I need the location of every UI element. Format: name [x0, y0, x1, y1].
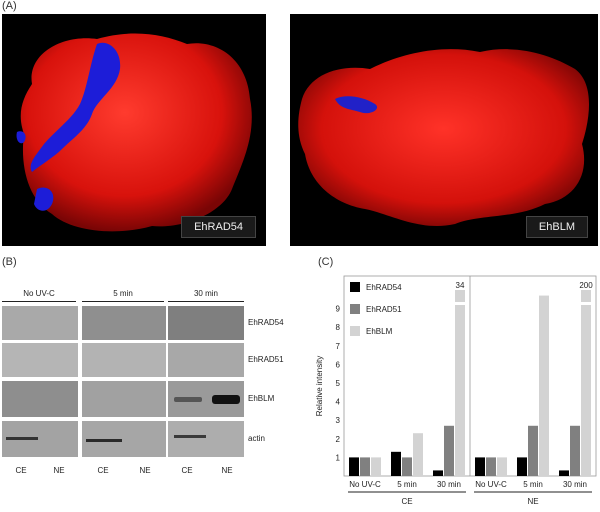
- bar-ehrad51: [360, 457, 370, 476]
- y-tick-label: 1: [336, 453, 341, 462]
- blot-row-actin: [2, 421, 244, 457]
- blot-block: [2, 343, 78, 377]
- bar-ehblm: [413, 433, 423, 476]
- ehblm-label: EhBLM: [525, 216, 588, 238]
- blot-block: [168, 421, 244, 457]
- condition-5min: 5 min: [113, 289, 133, 298]
- y-tick-label: 7: [336, 342, 341, 351]
- bar-ehrad51: [486, 457, 496, 476]
- row-label-ehblm: EhBLM: [248, 394, 275, 403]
- blot-block: [2, 381, 78, 417]
- panel-a-label: (A): [2, 0, 17, 12]
- y-tick-label: 8: [336, 323, 341, 332]
- bar-ehblm: [497, 457, 507, 476]
- bar-ehrad51: [444, 425, 454, 476]
- bar-ehrad54: [391, 451, 401, 476]
- bar-value-label: 34: [456, 281, 465, 290]
- legend-label-ehblm: EhBLM: [366, 327, 393, 336]
- row-label-actin: actin: [248, 434, 265, 443]
- bar-ehrad54: [349, 457, 359, 476]
- bar-ehrad54: [475, 457, 485, 476]
- blot-row-ehrad54: [2, 306, 244, 340]
- ehrad54-label: EhRAD54: [181, 216, 256, 238]
- bar-ehrad54: [559, 470, 569, 476]
- condition-no-uvc: No UV-C: [23, 289, 55, 298]
- x-tick-label: 30 min: [563, 480, 587, 489]
- condition-5min-line: [82, 301, 164, 302]
- condition-30min: 30 min: [193, 289, 218, 298]
- ehblm-band-ne-30min: [212, 395, 240, 404]
- panel-b-label: (B): [2, 256, 17, 268]
- condition-no-uvc-line: [2, 301, 76, 302]
- group-label-ne: NE: [527, 497, 538, 506]
- legend-swatch-ehrad54: [350, 282, 360, 292]
- row-label-ehrad54: EhRAD54: [248, 318, 284, 327]
- ehblm-band-ce-30min: [174, 397, 202, 402]
- lane-label: NE: [221, 466, 233, 475]
- blot-block: [82, 306, 166, 340]
- blot-block: [82, 381, 166, 417]
- bar-ehrad51: [402, 457, 412, 476]
- blot-row-ehblm: [2, 381, 244, 417]
- y-tick-label: 9: [336, 305, 341, 314]
- x-tick-label: No UV-C: [349, 480, 381, 489]
- bar-break-gap: [580, 302, 592, 305]
- bar-ehrad51: [570, 425, 580, 476]
- blot-block: [168, 306, 244, 340]
- y-axis-label: Relative intensity: [315, 356, 324, 416]
- y-tick-label: 2: [336, 435, 341, 444]
- bar-break-gap: [454, 302, 466, 305]
- condition-30min-line: [168, 301, 244, 302]
- lane-label: CE: [97, 466, 109, 475]
- bar-ehrad51: [528, 425, 538, 476]
- ehrad54-structure-image: EhRAD54: [2, 14, 266, 246]
- group-label-ce: CE: [401, 497, 412, 506]
- ehrad54-surface-render: [16, 33, 252, 232]
- ehblm-surface-render: [298, 49, 590, 227]
- actin-band-ce-30min: [174, 435, 206, 438]
- x-tick-label: 5 min: [523, 480, 543, 489]
- legend-swatch-ehblm: [350, 326, 360, 336]
- bar-ehrad54: [433, 470, 443, 476]
- blot-row-ehrad51: [2, 343, 244, 377]
- blot-block: [2, 306, 78, 340]
- y-tick-label: 5: [336, 379, 341, 388]
- bar-ehblm: [371, 457, 381, 476]
- ehblm-structure-image: EhBLM: [290, 14, 598, 246]
- bar-ehblm: [581, 290, 591, 476]
- x-tick-label: 5 min: [397, 480, 417, 489]
- x-tick-label: 30 min: [437, 480, 461, 489]
- bar-ehblm: [455, 290, 465, 476]
- lane-label: NE: [139, 466, 151, 475]
- blot-block: [168, 343, 244, 377]
- panel-c-label: (C): [318, 256, 334, 268]
- actin-band-ce-5min: [86, 439, 122, 442]
- legend-swatch-ehrad51: [350, 304, 360, 314]
- bar-value-label: 200: [579, 281, 593, 290]
- row-label-ehrad51: EhRAD51: [248, 355, 284, 364]
- y-tick-label: 4: [336, 398, 341, 407]
- y-tick-label: 3: [336, 416, 341, 425]
- legend-label-ehrad51: EhRAD51: [366, 305, 402, 314]
- actin-band-ce-no-uvc: [6, 437, 38, 440]
- lane-label: CE: [181, 466, 193, 475]
- bar-ehrad54: [517, 457, 527, 476]
- bar-ehblm: [539, 295, 549, 476]
- blot-block: [82, 343, 166, 377]
- x-tick-label: No UV-C: [475, 480, 507, 489]
- y-tick-label: 6: [336, 360, 341, 369]
- lane-label: NE: [53, 466, 65, 475]
- lane-label: CE: [15, 466, 27, 475]
- legend-label-ehrad54: EhRAD54: [366, 283, 402, 292]
